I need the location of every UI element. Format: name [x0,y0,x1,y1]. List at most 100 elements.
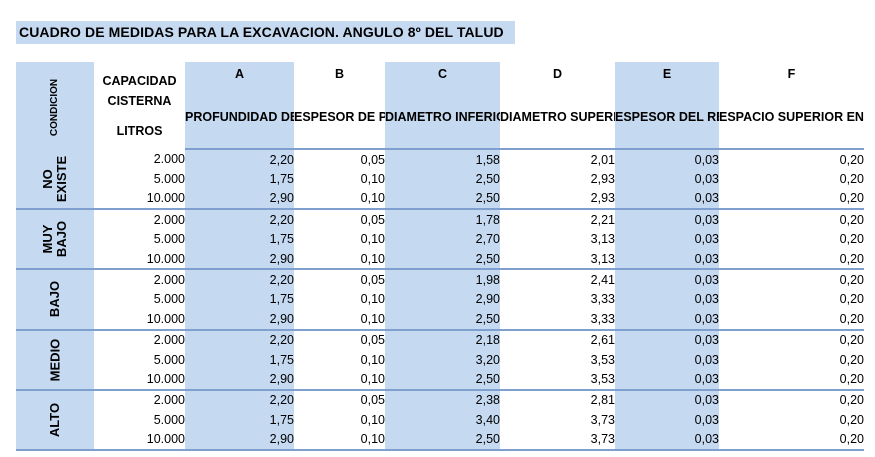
value-cell: 0,10 [294,188,385,211]
capacity-cell: 10.000 [94,248,185,271]
column-letter-c: C [385,62,500,86]
table-row: 10.000 2,90 0,10 2,50 3,13 0,03 0,20 [16,248,864,271]
value-cell: 2,90 [185,429,294,451]
measurements-table: CONDICION CAPACIDAD CISTERNA LITROS A B … [16,62,864,451]
value-cell: 0,05 [360,212,385,227]
capacity-cell: 10.000 [94,188,185,211]
capacidad-header-line1: CAPACIDAD [102,73,177,88]
capacity-cell: 5.000 [153,292,185,307]
column-letter-d: D [552,67,563,81]
value-cell: 0,03 [615,188,719,211]
value-cell: 2,61 [590,333,615,348]
value-cell: 2,70 [385,229,500,249]
capacidad-header: CAPACIDAD CISTERNA LITROS [94,62,185,149]
capacity-cell: 2.000 [153,393,185,408]
value-cell: 0,10 [294,369,385,391]
condition-group-cell: MUY BAJO [16,209,94,271]
value-cell: 0,05 [360,333,385,348]
value-cell: 2,20 [185,209,294,230]
value-cell: 2,90 [185,248,294,271]
condition-group-label: ALTO [47,402,62,437]
value-cell: 3,33 [500,309,615,331]
value-cell: 0,20 [719,369,864,391]
table-row: 10.000 2,90 0,10 2,50 2,93 0,03 0,20 [16,188,864,211]
table-row: MUY BAJO 2.000 2,20 0,05 1,78 2,21 0,03 0,20 [16,209,864,271]
value-cell: 0,20 [839,273,864,288]
value-cell: 3,53 [590,352,615,367]
capacity-cell: 5.000 [153,412,185,427]
table-body: NO EXISTE 2.000 2,20 0,05 1,58 2,01 0,03 0,20 5.… [16,149,864,451]
capacity-cell: 2.000 [153,212,185,227]
column-header-c: DIAMETRO INFERIOR DE LA EXCAVACION [385,86,500,150]
value-cell: 1,75 [185,229,294,249]
value-cell: 3,53 [500,369,615,391]
capacity-cell: 5.000 [153,172,185,187]
value-cell: 1,75 [185,349,294,370]
condition-group-cell: MEDIO [16,329,94,391]
column-header-e: ESPESOR DEL REPELLADO [615,86,719,150]
value-cell: 2,01 [590,152,615,167]
value-cell: 0,20 [839,152,864,167]
value-cell: 2,41 [590,273,615,288]
value-cell: 0,10 [294,248,385,271]
value-cell: 2,20 [185,269,294,290]
value-cell: 0,03 [615,329,719,350]
value-cell: 0,05 [360,152,385,167]
capacity-cell: 10.000 [94,309,185,331]
value-cell: 0,10 [360,172,385,187]
value-cell: 2,93 [590,172,615,187]
value-cell: 2,81 [590,393,615,408]
value-cell: 3,13 [500,248,615,271]
condition-group-cell: NO EXISTE [16,149,94,211]
capacity-cell: 10.000 [94,369,185,391]
value-cell: 0,10 [360,232,385,247]
value-cell: 3,13 [590,232,615,247]
condition-group-label: MEDIO [47,338,62,381]
value-cell: 0,03 [615,389,719,411]
table-title: CUADRO DE MEDIDAS PARA LA EXCAVACION. AN… [16,21,515,44]
value-cell: 0,20 [719,188,864,211]
capacity-cell: 2.000 [153,333,185,348]
capacity-cell: 10.000 [94,429,185,451]
value-cell: 2,90 [185,369,294,391]
value-cell: 1,75 [185,289,294,310]
value-cell: 0,03 [615,248,719,271]
value-cell: 0,03 [615,289,719,310]
value-cell: 0,05 [360,393,385,408]
table-row: MEDIO 2.000 2,20 0,05 2,18 2,61 0,03 0,20 [16,329,864,391]
value-cell: 0,03 [615,349,719,370]
value-cell: 0,03 [615,410,719,430]
condition-group-cell: BAJO [16,269,94,331]
value-cell: 0,05 [360,273,385,288]
value-cell: 2,90 [385,289,500,310]
value-cell: 0,10 [360,352,385,367]
value-cell: 3,33 [590,292,615,307]
condicion-header: CONDICION [16,62,94,149]
value-cell: 0,20 [839,172,864,187]
column-header-f: ESPACIO SUPERIOR ENTRE LA CISTERNA Y LA … [719,86,864,150]
value-cell: 2,50 [385,369,500,391]
value-cell: 2,20 [185,329,294,350]
table-row: ALTO 2.000 2,20 0,05 2,38 2,81 0,03 0,20 [16,389,864,451]
value-cell: 2,50 [385,188,500,211]
table-row: BAJO 2.000 2,20 0,05 1,98 2,41 0,03 0,20 [16,269,864,331]
table-row: 5.000 1,75 0,10 2,70 3,13 0,03 0,20 [16,229,864,249]
value-cell: 0,10 [360,292,385,307]
capacity-cell: 5.000 [153,232,185,247]
value-cell: 0,20 [839,393,864,408]
condition-group-label: NO EXISTE [40,155,69,202]
value-cell: 0,10 [360,412,385,427]
value-cell: 1,98 [385,269,500,290]
value-cell: 0,03 [615,169,719,189]
value-cell: 0,10 [294,429,385,451]
value-cell: 0,03 [615,369,719,391]
value-cell: 2,38 [385,389,500,411]
value-cell: 0,03 [615,149,719,170]
value-cell: 0,10 [294,309,385,331]
value-cell: 2,20 [185,149,294,170]
table-row: 10.000 2,90 0,10 2,50 3,33 0,03 0,20 [16,309,864,331]
value-cell: 2,20 [185,389,294,411]
value-cell: 1,75 [185,169,294,189]
capacidad-header-line3: LITROS [116,123,163,138]
value-cell: 2,90 [185,188,294,211]
